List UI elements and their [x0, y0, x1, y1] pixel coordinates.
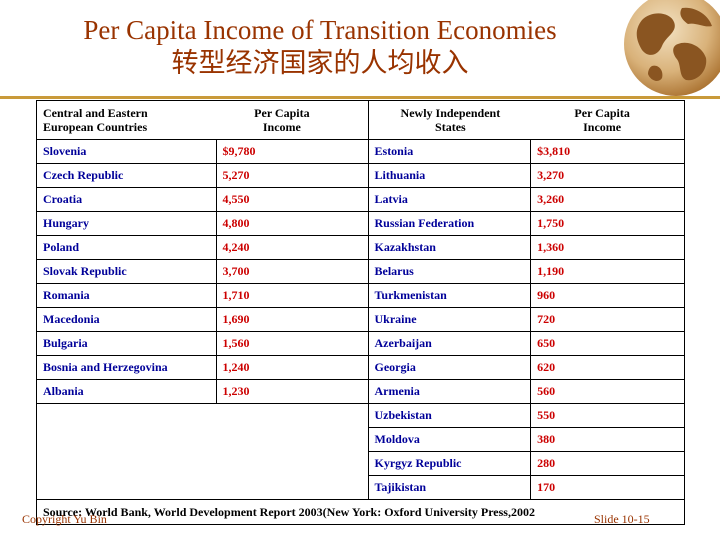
header-newly-independent: Newly Independent Per Capita States Inco… — [367, 100, 686, 140]
table-row: Slovak Republic 3,700 Belarus 1,190 — [36, 259, 685, 284]
left-income-cell: 4,240 — [215, 235, 369, 260]
table-row: Moldova 380 — [37, 427, 685, 452]
right-income-cell: 720 — [530, 307, 685, 332]
table-row: Tajikistan 170 — [37, 475, 685, 500]
left-country-cell: Czech Republic — [36, 163, 217, 188]
right-income-cell: 170 — [530, 475, 685, 500]
header-region-left-2: European Countries — [43, 120, 148, 134]
right-income-cell: $3,810 — [530, 139, 685, 164]
right-income-cell: 960 — [530, 283, 685, 308]
table-row: Macedonia 1,690 Ukraine 720 — [36, 307, 685, 332]
table-row: Croatia 4,550 Latvia 3,260 — [36, 187, 685, 212]
table-row: Czech Republic 5,270 Lithuania 3,270 — [36, 163, 685, 188]
right-country-cell: Belarus — [367, 259, 532, 284]
right-country-cell: Lithuania — [367, 163, 532, 188]
left-country-cell: Romania — [36, 283, 217, 308]
right-country-cell: Estonia — [367, 139, 532, 164]
header-income-left-2: Income — [262, 120, 301, 134]
table-row: Bosnia and Herzegovina 1,240 Georgia 620 — [36, 355, 685, 380]
source-note: Source: World Bank, World Development Re… — [36, 499, 685, 525]
header-region-right-2: States — [435, 120, 466, 134]
right-country-cell: Georgia — [367, 355, 532, 380]
right-income-cell: 280 — [530, 451, 685, 476]
title-divider — [0, 96, 720, 99]
copyright-text: Copyright Yu Bin — [22, 512, 107, 526]
header-region-right-1: Newly Independent — [400, 106, 501, 120]
table-row: Poland 4,240 Kazakhstan 1,360 — [36, 235, 685, 260]
income-table: Central and Eastern Per Capita European … — [36, 100, 686, 525]
left-income-cell: 1,560 — [215, 331, 369, 356]
left-country-cell: Albania — [36, 379, 217, 404]
left-country-cell: Poland — [36, 235, 217, 260]
right-income-cell: 1,750 — [530, 211, 685, 236]
left-country-cell: Bulgaria — [36, 331, 217, 356]
left-income-cell: 1,230 — [215, 379, 369, 404]
right-country-cell: Uzbekistan — [367, 403, 532, 428]
empty-cell — [36, 403, 369, 500]
slide-title: Per Capita Income of Transition Economie… — [83, 15, 557, 45]
table-row: Albania 1,230 Armenia 560 — [36, 379, 685, 404]
right-country-cell: Russian Federation — [367, 211, 532, 236]
left-income-cell: 4,800 — [215, 211, 369, 236]
left-income-cell: 1,690 — [215, 307, 369, 332]
right-income-cell: 3,270 — [530, 163, 685, 188]
slide-subtitle: 转型经济国家的人均收入 — [171, 48, 469, 79]
table-row: Hungary 4,800 Russian Federation 1,750 — [36, 211, 685, 236]
left-income-cell: $9,780 — [215, 139, 369, 164]
right-country-cell: Moldova — [367, 427, 532, 452]
globe-icon — [624, 0, 720, 96]
right-country-cell: Ukraine — [367, 307, 532, 332]
left-income-cell: 1,240 — [215, 355, 369, 380]
left-country-cell: Bosnia and Herzegovina — [36, 355, 217, 380]
right-income-cell: 1,360 — [530, 235, 685, 260]
right-income-cell: 3,260 — [530, 187, 685, 212]
right-country-cell: Kyrgyz Republic — [367, 451, 532, 476]
right-income-cell: 560 — [530, 379, 685, 404]
header-income-right-1: Per Capita — [574, 106, 630, 120]
table-header-row: Central and Eastern Per Capita European … — [36, 100, 686, 140]
slide-number: Slide 10-15 — [594, 512, 650, 526]
right-country-cell: Tajikistan — [367, 475, 532, 500]
right-country-cell: Kazakhstan — [367, 235, 532, 260]
left-income-cell: 5,270 — [215, 163, 369, 188]
right-income-cell: 620 — [530, 355, 685, 380]
right-country-cell: Azerbaijan — [367, 331, 532, 356]
left-country-cell: Macedonia — [36, 307, 217, 332]
right-country-cell: Armenia — [367, 379, 532, 404]
header-central-eastern: Central and Eastern Per Capita European … — [36, 100, 369, 140]
right-income-cell: 1,190 — [530, 259, 685, 284]
left-country-cell: Hungary — [36, 211, 217, 236]
left-income-cell: 1,710 — [215, 283, 369, 308]
table-row: Romania 1,710 Turkmenistan 960 — [36, 283, 685, 308]
table-row: Slovenia $9,780 Estonia $3,810 — [36, 139, 685, 164]
right-income-cell: 380 — [530, 427, 685, 452]
table-row: Uzbekistan 550 — [36, 403, 685, 500]
right-country-cell: Latvia — [367, 187, 532, 212]
left-income-cell: 3,700 — [215, 259, 369, 284]
table-row: Kyrgyz Republic 280 — [37, 451, 685, 476]
table-row: Bulgaria 1,560 Azerbaijan 650 — [36, 331, 685, 356]
right-income-cell: 550 — [530, 403, 685, 428]
header-income-left-1: Per Capita — [254, 106, 310, 120]
left-country-cell: Slovak Republic — [36, 259, 217, 284]
left-country-cell: Croatia — [36, 187, 217, 212]
source-row: Source: World Bank, World Development Re… — [36, 499, 685, 525]
right-income-cell: 650 — [530, 331, 685, 356]
left-country-cell: Slovenia — [36, 139, 217, 164]
header-region-left-1: Central and Eastern — [43, 106, 148, 120]
header-income-right-2: Income — [583, 120, 622, 134]
left-income-cell: 4,550 — [215, 187, 369, 212]
right-country-cell: Turkmenistan — [367, 283, 532, 308]
